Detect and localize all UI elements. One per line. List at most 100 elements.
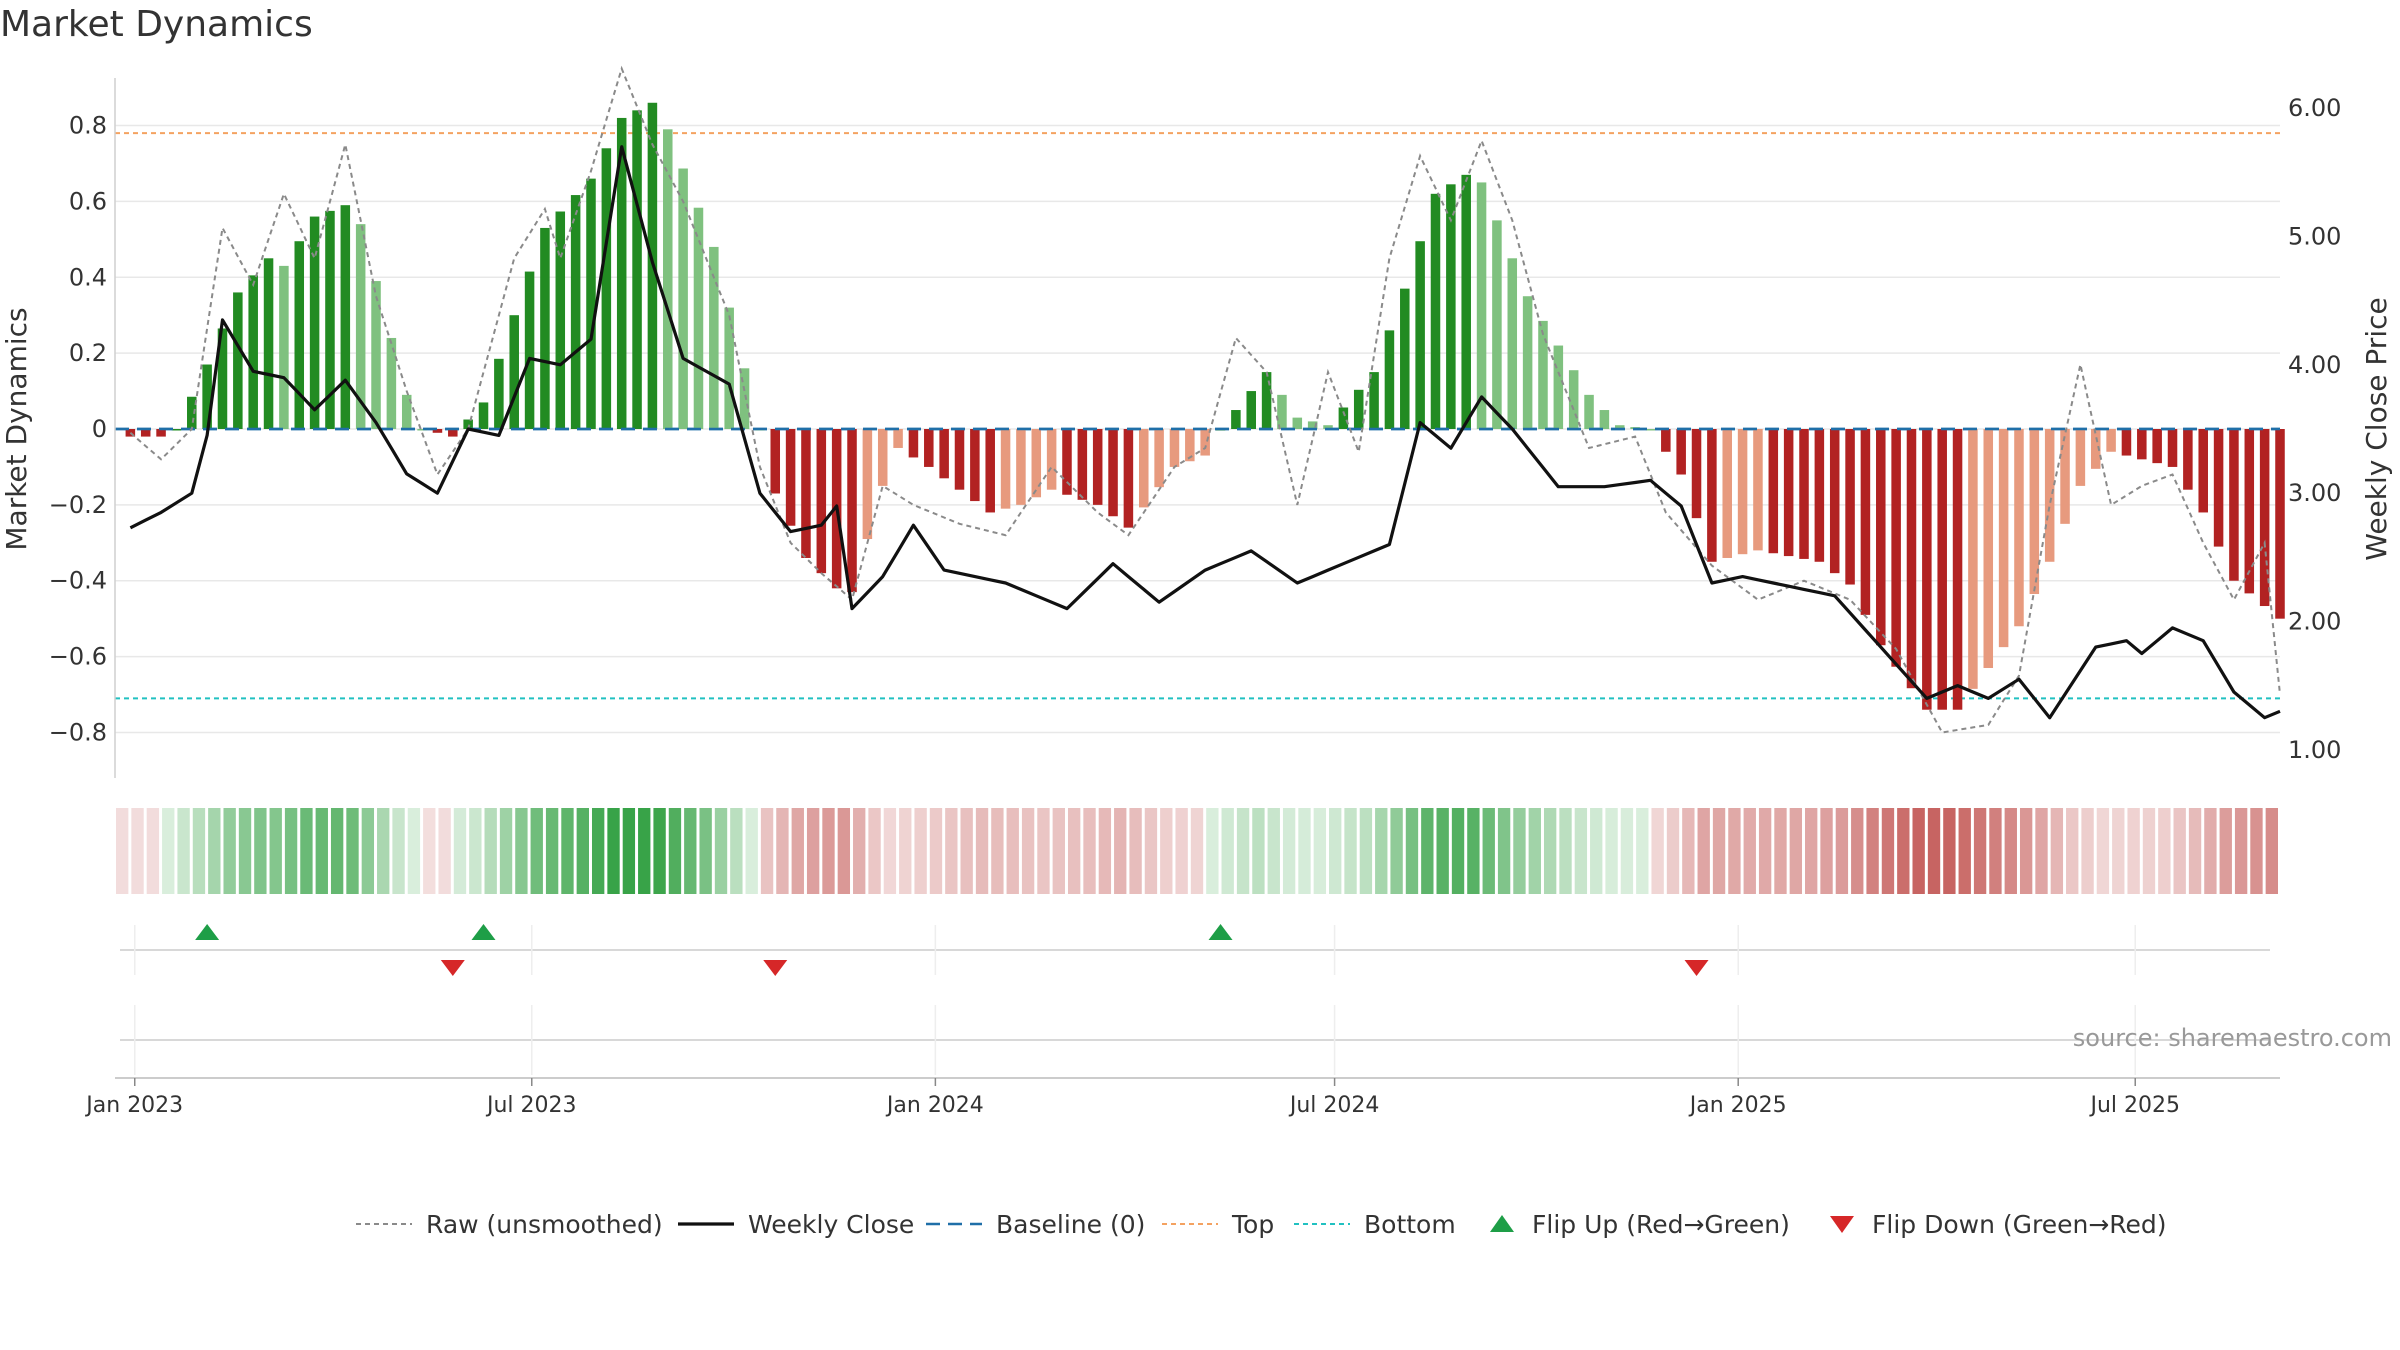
dynamics-bar [1876,429,1886,646]
dynamics-bar [663,129,673,429]
heat-strip-cell [146,808,160,894]
dynamics-bar [478,402,489,429]
heat-strip-cell [1513,808,1526,894]
dynamics-bar [1722,429,1732,558]
dynamics-bar [924,429,934,467]
dynamics-bar [709,246,719,429]
heat-strip-cell [1451,808,1465,894]
dynamics-bar [1614,425,1625,429]
dynamics-bar [1829,429,1840,574]
heat-strip-cell [653,808,666,894]
dynamics-bar [1246,391,1257,429]
dynamics-bar [1568,370,1579,429]
heat-strip-cell [223,808,236,894]
dynamics-bar [524,271,535,429]
heat-strip-cell [776,808,789,894]
heat-strip-cell [1329,808,1342,894]
heat-strip-cell [177,808,190,894]
dynamics-bar [1522,296,1533,429]
heat-strip-cell [1144,808,1158,894]
heat-strip-cell [484,808,497,894]
dynamics-bar [985,429,995,513]
dynamics-bar [1430,193,1441,429]
flip-markers-panel [120,924,2270,976]
heat-strip-cell [1820,808,1833,894]
dynamics-bar [233,292,243,429]
y-left-tick-label: 0.4 [69,263,107,291]
heat-strip-cell [330,808,344,894]
heat-strip-cell [361,808,375,894]
heat-strip-cell [131,808,144,894]
dynamics-bar [908,429,919,458]
heat-strip-cell [2112,808,2125,894]
heat-strip-cell [1712,808,1726,894]
dynamics-bar [1138,429,1149,508]
heat-strip-cell [1559,808,1572,894]
dynamics-bar [1783,429,1794,557]
dynamics-bar [217,328,228,429]
source-label: source: sharemaestro.com [2073,1024,2392,1052]
dynamics-bar [2075,429,2086,486]
dynamics-bar [1906,429,1917,689]
dynamics-bar [263,258,274,429]
heat-strip-cell [1543,808,1557,894]
heat-strip-cell [1897,808,1910,894]
heat-strip-cell [1083,808,1096,894]
dynamics-bar [816,429,827,574]
heat-strip-cell [284,808,298,894]
heat-strip-cell [1774,808,1787,894]
heat-strip-cell [2142,808,2156,894]
heat-strip-cell [162,808,175,894]
y-left-tick-label: 0.8 [69,112,107,140]
heat-strip-cell [1881,808,1895,894]
dynamics-bar [2229,429,2239,581]
dynamics-bar [417,429,427,431]
dynamics-bar [1415,241,1425,429]
heat-strip-cell [699,808,712,894]
legend-label: Flip Up (Red→Green) [1532,1210,1790,1239]
dynamics-bar [2275,429,2285,619]
heat-strip-cell [1252,808,1265,894]
legend-label: Bottom [1364,1210,1456,1239]
dynamics-bar [847,429,857,593]
heat-strip-cell [791,808,804,894]
dynamics-bar [125,429,136,437]
dynamics-bar [1845,429,1855,585]
heat-strip-cell [684,808,697,894]
legend-item-flip-down: Flip Down (Green→Red) [1830,1210,2167,1239]
flip-up-marker [195,924,220,940]
heat-strip-cell [2219,808,2232,894]
flip-up-marker [471,924,496,940]
heat-strip-cell [1405,808,1419,894]
dynamics-bar [2198,429,2208,513]
heat-strip-cell [1098,808,1112,894]
dynamics-bar [494,358,504,429]
y-right-tick-label: 4.00 [2288,351,2341,379]
dynamics-bar [371,281,381,429]
chart-title: Market Dynamics [0,4,313,45]
heat-strip-cell [1666,808,1680,894]
heat-strip-cell [2066,808,2079,894]
heat-strip-cell [423,808,436,894]
dynamics-bar [1968,429,1978,689]
heat-strip-cell [1651,808,1664,894]
heat-strip-cell [2004,808,2017,894]
dynamics-bar [1891,429,1901,667]
heat-strip-cell [1313,808,1327,894]
heat-strip-cell [1221,808,1234,894]
flip-down-marker [1684,960,1709,976]
heat-strip-cell [1682,808,1695,894]
heat-strip-cell [515,808,528,894]
heat-strip-cell [1375,808,1388,894]
dynamics-bar [1584,394,1594,429]
dynamics-bar [1538,320,1548,429]
legend-label: Baseline (0) [996,1210,1145,1239]
dynamics-bar [1108,429,1118,517]
dynamics-bar [140,429,151,437]
dynamics-bar [970,429,980,502]
heat-strip-cell [1805,808,1818,894]
dynamics-bar [540,227,550,429]
dynamics-bar [1599,410,1610,429]
heat-strip-cell [1912,808,1925,894]
heat-strip-cell [1436,808,1449,894]
